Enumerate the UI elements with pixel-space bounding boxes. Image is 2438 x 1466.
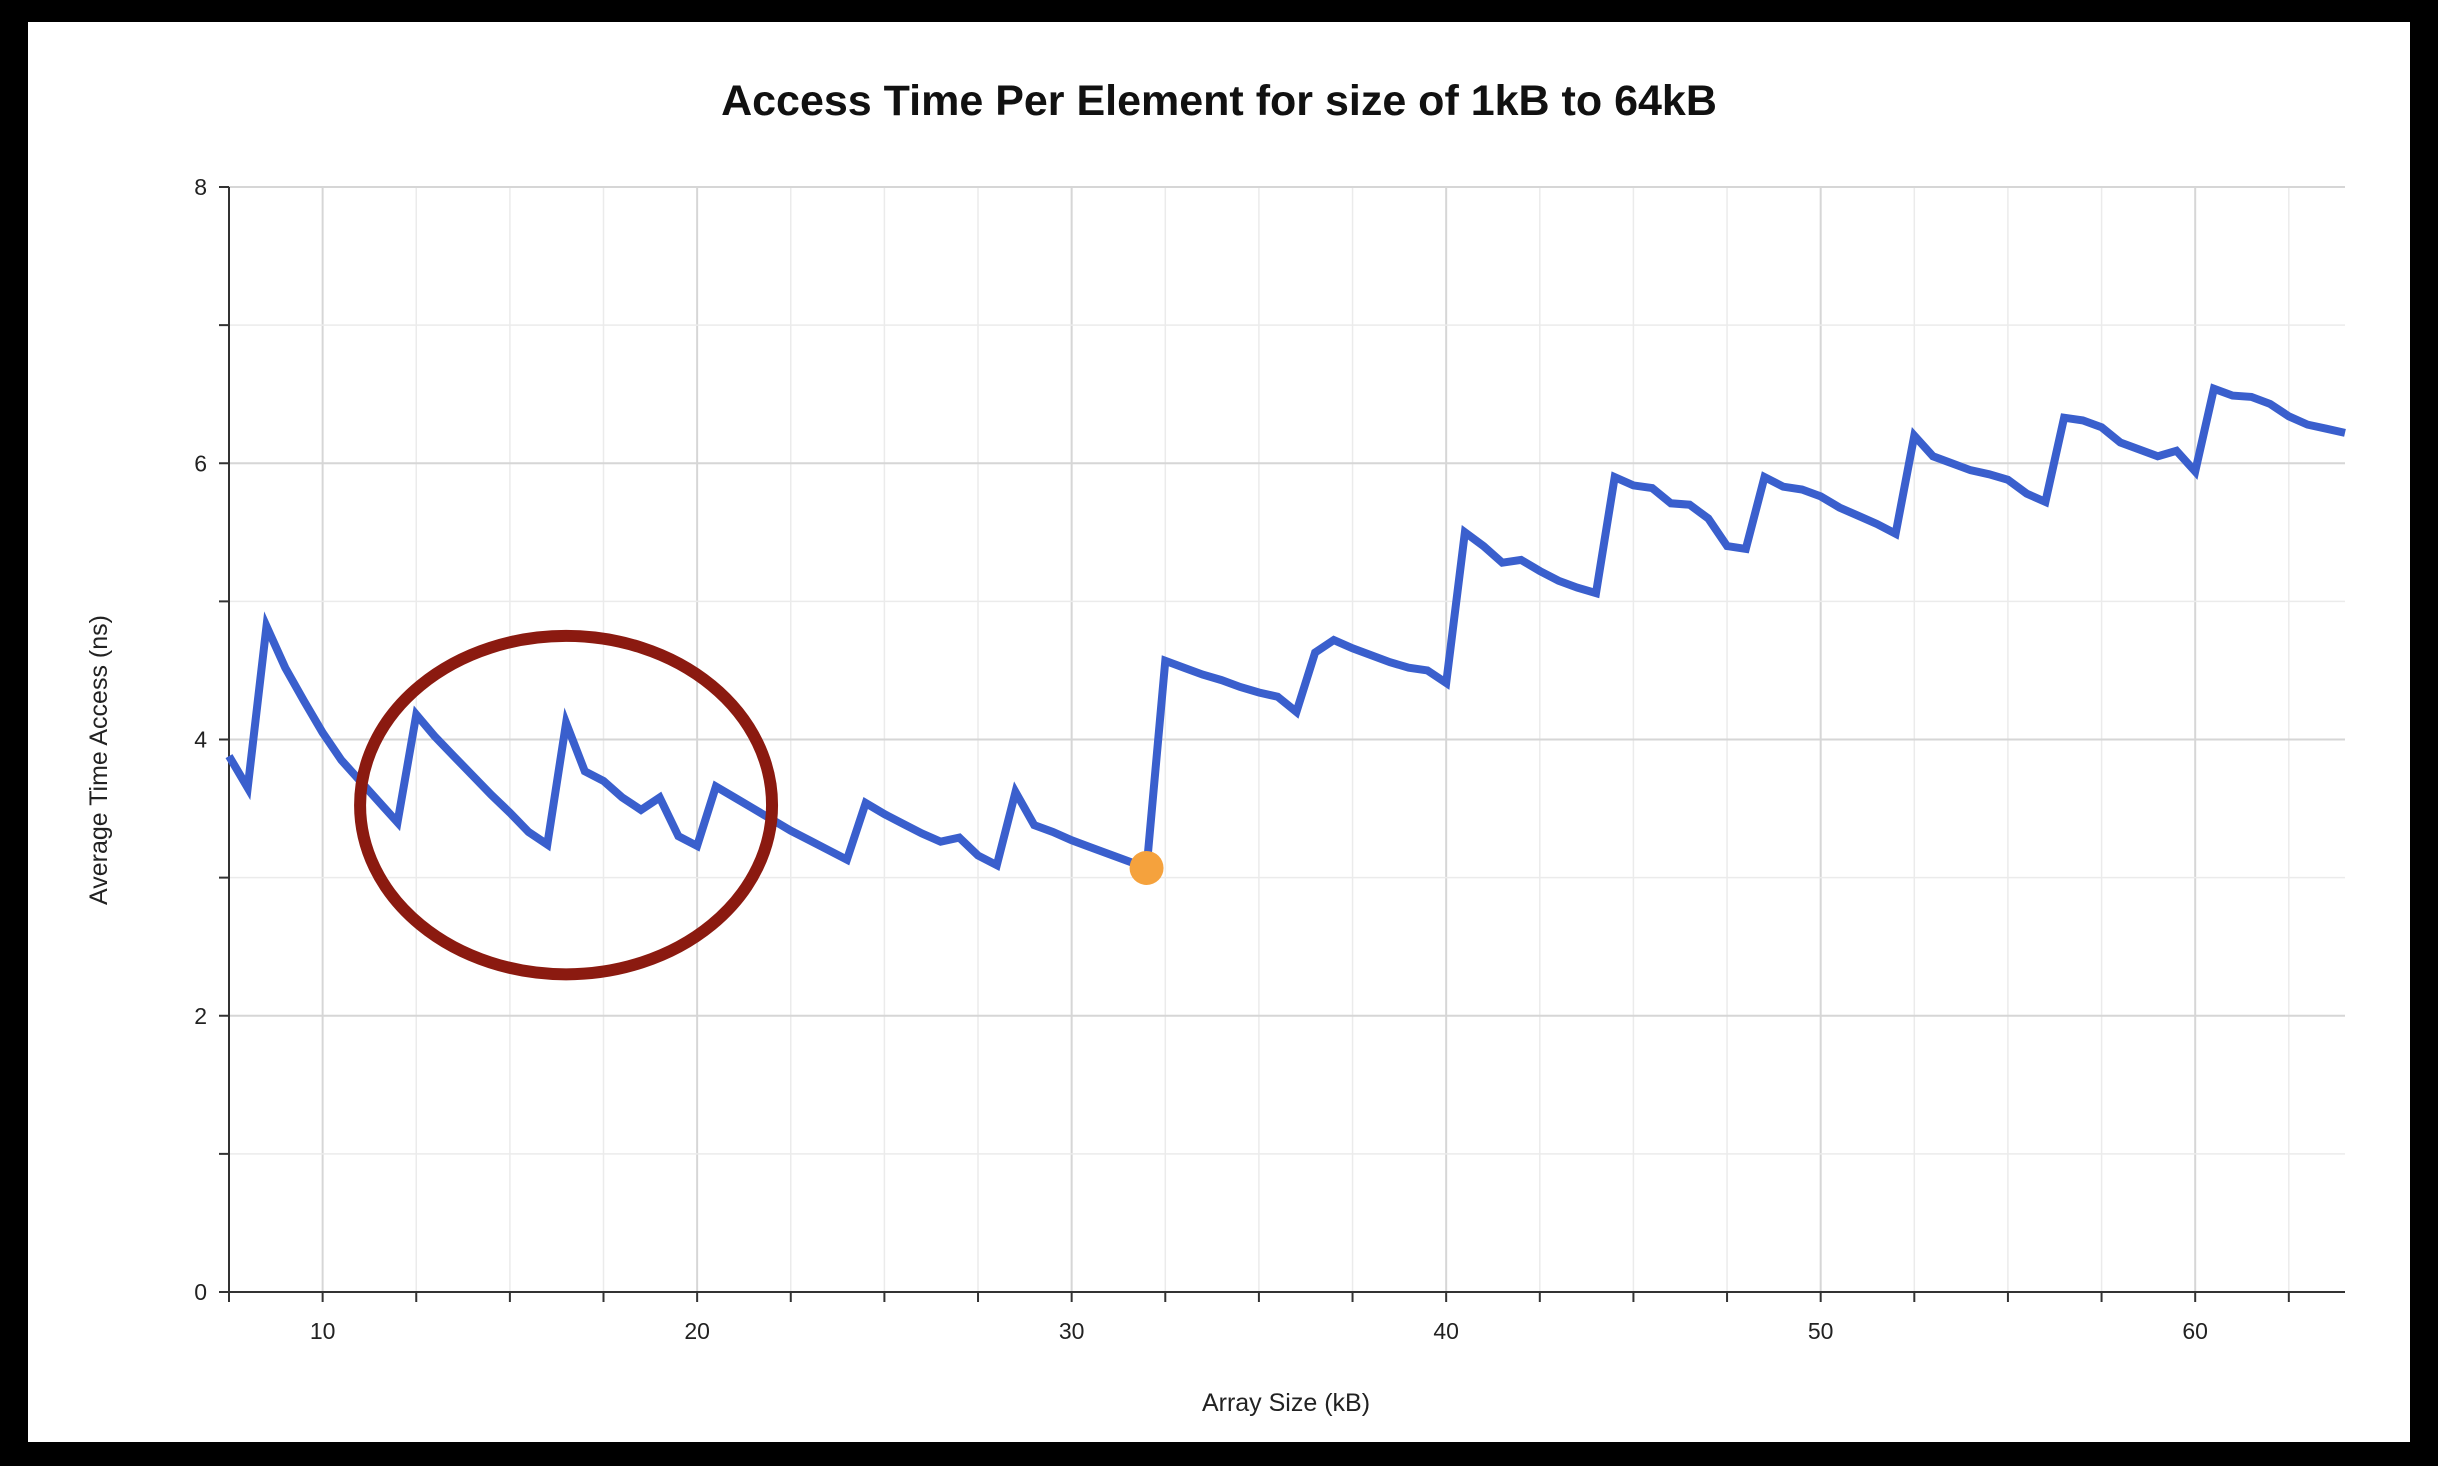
annotations (354, 629, 779, 981)
x-tick-label: 10 (310, 1318, 336, 1344)
y-tick-label: 8 (194, 174, 207, 200)
x-axis-label: Array Size (kB) (1202, 1389, 1370, 1417)
x-tick-label: 40 (1433, 1318, 1459, 1344)
y-tick-label: 0 (194, 1279, 207, 1305)
y-tick-label: 2 (194, 1003, 207, 1029)
y-axis-label: Average Time Access (ns) (85, 615, 113, 905)
y-tick-label: 6 (194, 450, 207, 476)
x-tick-label: 60 (2182, 1318, 2208, 1344)
x-tick-label: 30 (1059, 1318, 1085, 1344)
axes: 0 2 4 6 8 10 20 30 40 50 60 (194, 174, 2345, 1344)
annotation-ellipse (354, 629, 779, 981)
series (225, 383, 2346, 885)
grid (228, 186, 2345, 1293)
x-tick-label: 20 (684, 1318, 710, 1344)
chart-background (28, 22, 2410, 1442)
highlight-point (1129, 850, 1164, 885)
series-line (225, 383, 2346, 874)
y-tick-label: 4 (194, 727, 207, 753)
chart-title: Access Time Per Element for size of 1kB … (721, 77, 1717, 125)
x-tick-label: 50 (1808, 1318, 1834, 1344)
